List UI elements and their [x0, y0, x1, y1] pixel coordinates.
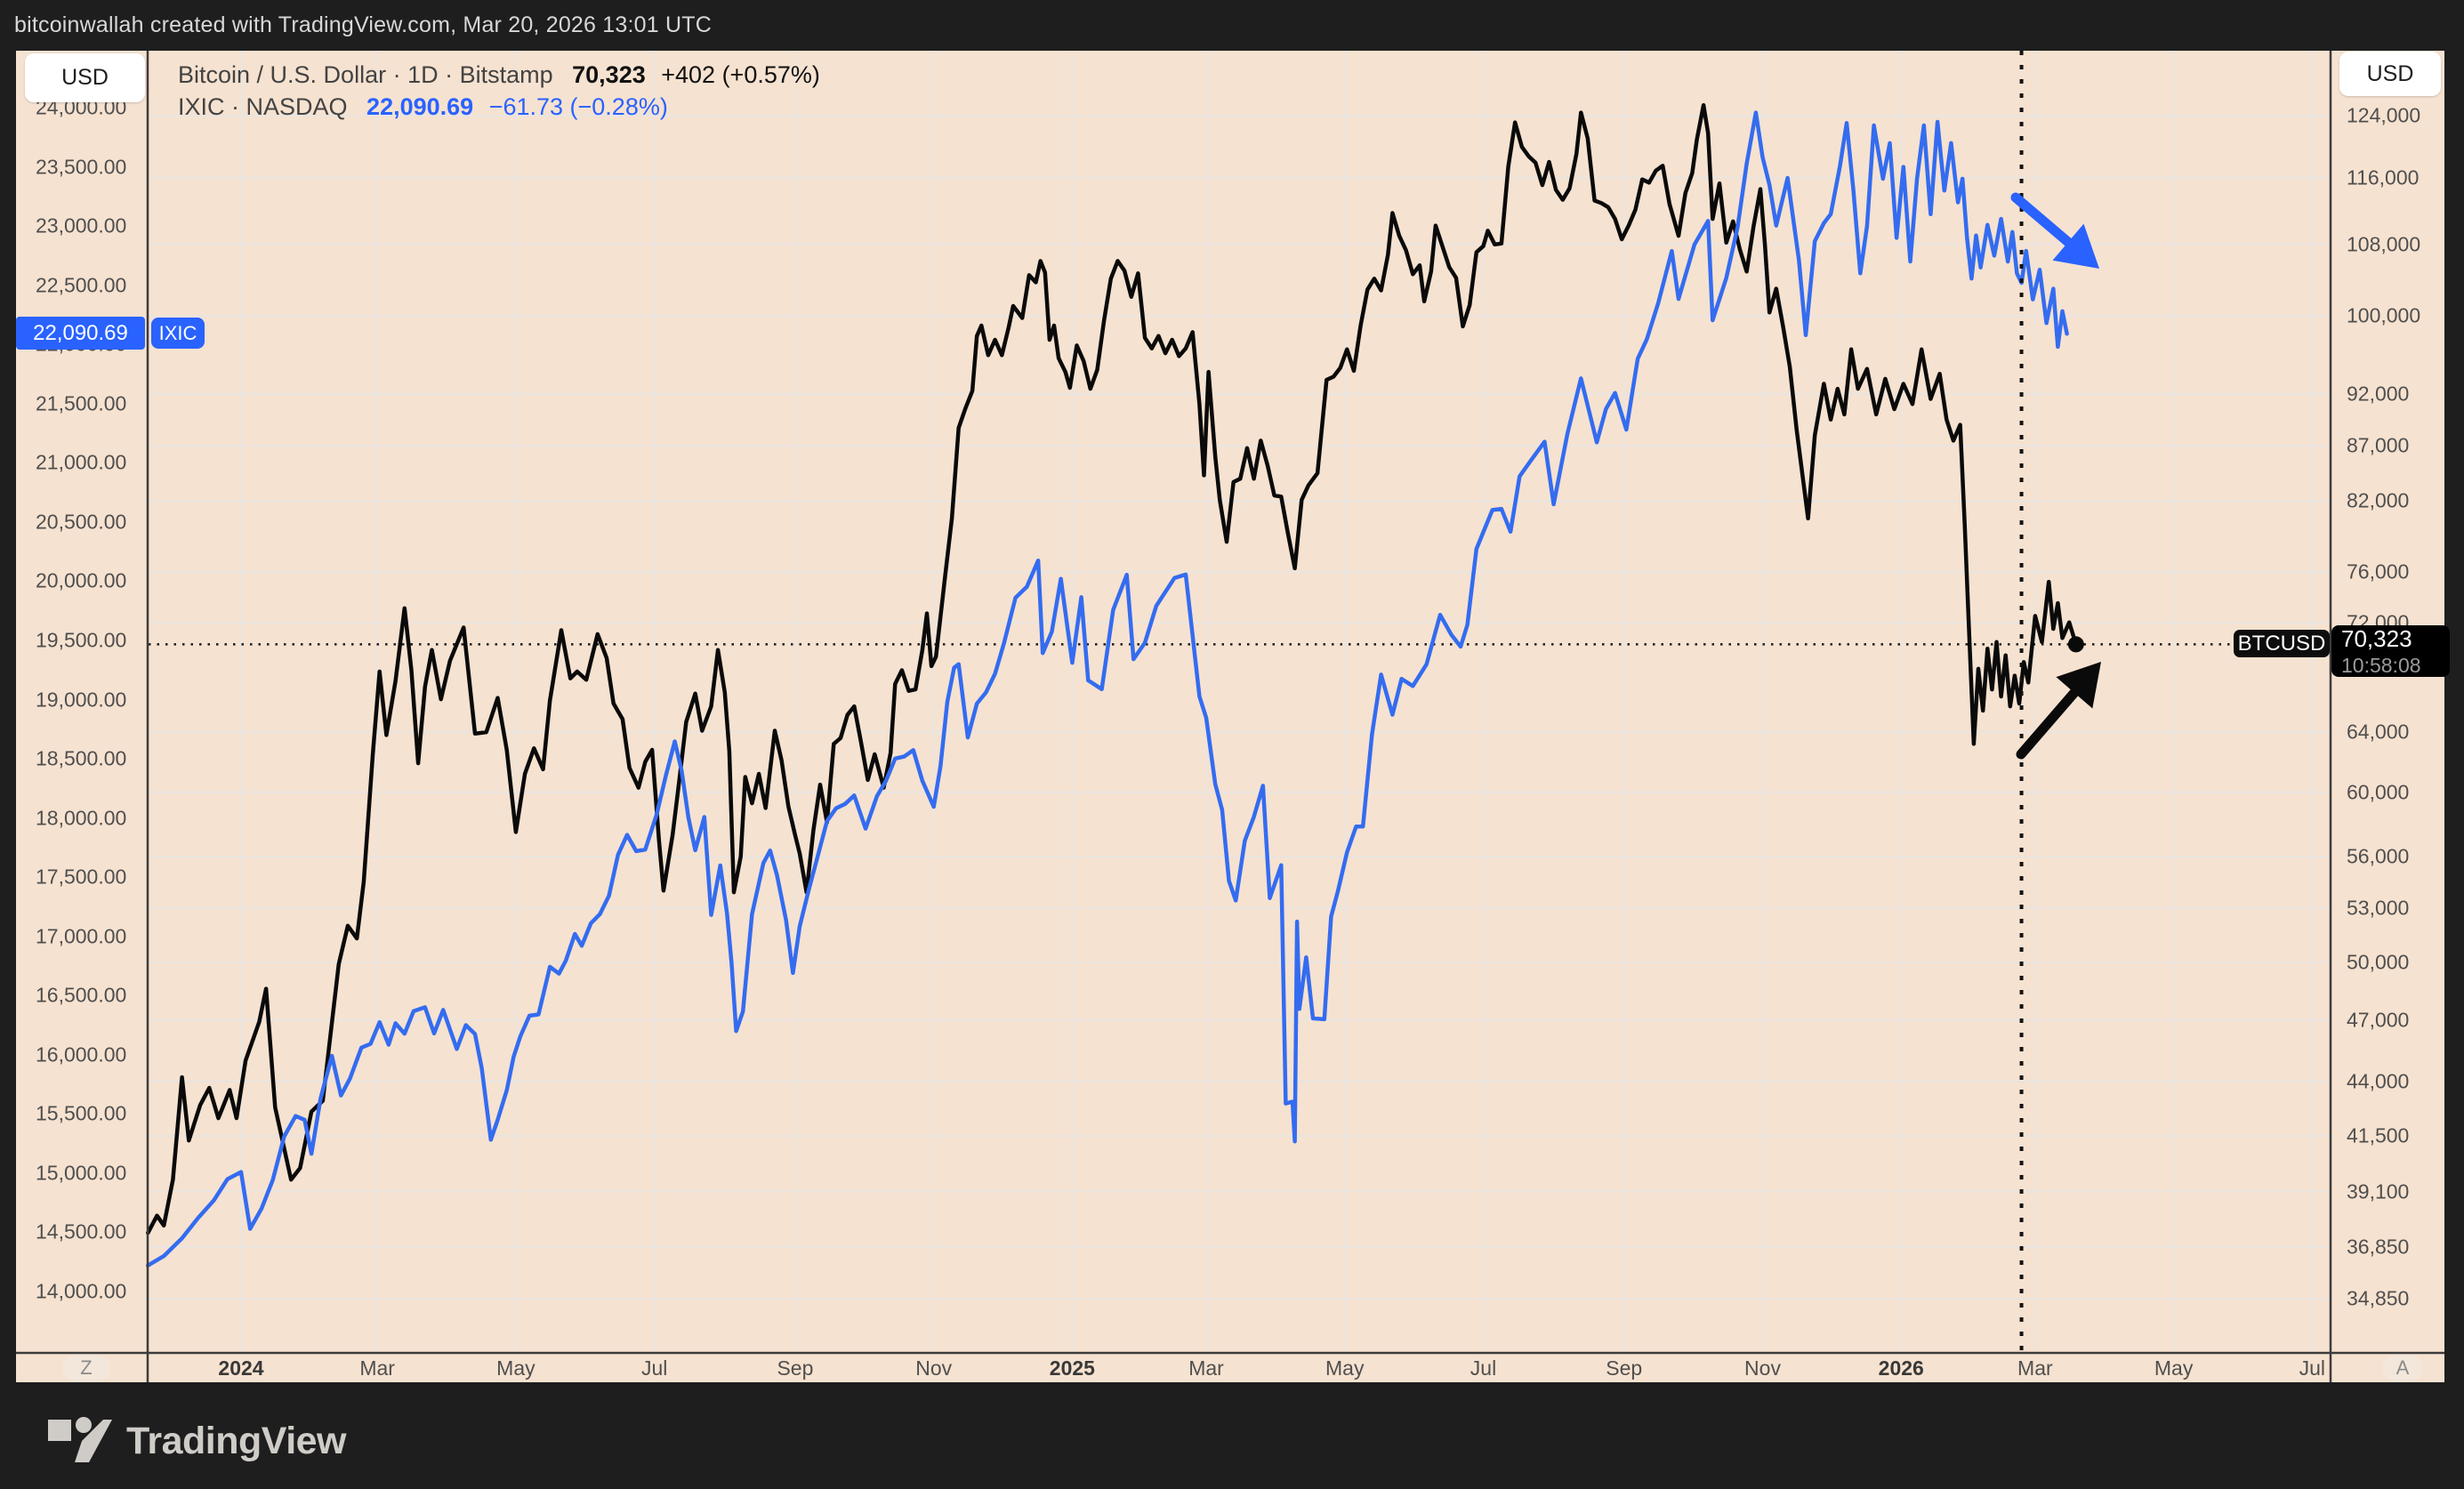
- btcusd-price-label: 70,323 10:58:08: [2331, 624, 2450, 678]
- right-axis-label: 44,000: [2347, 1069, 2410, 1093]
- legend: Bitcoin / U.S. Dollar · 1D · Bitstamp 70…: [178, 59, 820, 123]
- left-axis-label: 20,000.00: [36, 568, 127, 592]
- time-axis-label: May: [2154, 1356, 2194, 1380]
- left-axis-label: 21,000.00: [36, 450, 127, 474]
- legend-symbol-title: Bitcoin / U.S. Dollar · 1D · Bitstamp: [178, 61, 553, 88]
- legend-last-price: 70,323: [572, 61, 646, 88]
- series-line-btcusd[interactable]: [146, 102, 2079, 1235]
- left-axis-label: 15,000.00: [36, 1161, 127, 1185]
- tradingview-logo-icon: [48, 1417, 112, 1462]
- time-axis-label: 2025: [1049, 1356, 1095, 1380]
- right-axis-label: 100,000: [2347, 303, 2421, 327]
- left-axis-label: 15,500.00: [36, 1101, 127, 1125]
- time-axis-label: Jul: [1470, 1356, 1497, 1380]
- right-axis-label: 92,000: [2347, 382, 2410, 406]
- time-axis-label: Sep: [1606, 1356, 1643, 1380]
- left-axis-label: 22,500.00: [36, 273, 127, 297]
- right-axis-label: 50,000: [2347, 950, 2410, 974]
- right-axis-label: 108,000: [2347, 232, 2421, 256]
- time-axis-label: 2026: [1878, 1356, 1924, 1380]
- time-axis-label: Jul: [640, 1356, 668, 1380]
- auto-scale-button[interactable]: A: [2382, 1355, 2423, 1381]
- time-axis-label: Jul: [2299, 1356, 2326, 1380]
- series-line-ixic[interactable]: [146, 110, 2069, 1268]
- time-axis-label: Sep: [777, 1356, 814, 1380]
- time-axis-label: Mar: [1188, 1356, 1224, 1380]
- legend-change: −61.73 (−0.28%): [488, 93, 668, 120]
- left-axis-label: 19,000.00: [36, 688, 127, 711]
- right-axis-label: 53,000: [2347, 896, 2410, 920]
- legend-change: +402 (+0.57%): [661, 61, 820, 88]
- legend-last-price: 22,090.69: [366, 93, 474, 120]
- legend-symbol-title: IXIC · NASDAQ: [178, 93, 348, 120]
- btcusd-countdown-timer: 10:58:08: [2341, 653, 2421, 677]
- left-axis-label: 16,000.00: [36, 1042, 127, 1066]
- right-axis-label: 36,850: [2347, 1235, 2410, 1259]
- black-up-arrow[interactable]: [2016, 662, 2101, 760]
- attribution-text: bitcoinwallah created with TradingView.c…: [14, 12, 712, 37]
- left-axis-label: 16,500.00: [36, 983, 127, 1007]
- tradingview-wordmark: TradingView: [126, 1419, 347, 1462]
- right-axis-label: 60,000: [2347, 780, 2410, 804]
- time-axis-label: Nov: [915, 1356, 953, 1380]
- left-axis-label: 14,000.00: [36, 1279, 127, 1303]
- right-axis-label: 34,850: [2347, 1286, 2410, 1310]
- left-axis-label: 23,000.00: [36, 213, 127, 237]
- left-axis-label: 23,500.00: [36, 155, 127, 179]
- left-axis-currency-button[interactable]: USD: [25, 53, 145, 102]
- btcusd-last-price: 70,323: [2341, 624, 2412, 652]
- ixic-price-label: 22,090.69: [16, 317, 145, 350]
- left-axis-label: 17,000.00: [36, 924, 127, 948]
- legend-row-btcusd[interactable]: Bitcoin / U.S. Dollar · 1D · Bitstamp 70…: [178, 59, 820, 91]
- right-axis-label: 41,500: [2347, 1123, 2410, 1147]
- right-axis-currency-button[interactable]: USD: [2339, 52, 2441, 96]
- time-axis-label: May: [496, 1356, 535, 1380]
- time-axis-label: Mar: [359, 1356, 395, 1380]
- left-axis-label: 18,000.00: [36, 806, 127, 830]
- left-axis-label: 17,500.00: [36, 865, 127, 889]
- time-axis-label: Nov: [1744, 1356, 1781, 1380]
- right-axis-label: 82,000: [2347, 488, 2410, 512]
- time-axis-label: 2024: [218, 1356, 264, 1380]
- right-axis-label: 56,000: [2347, 844, 2410, 868]
- right-axis-label: 47,000: [2347, 1008, 2410, 1032]
- left-axis-label: 21,500.00: [36, 391, 127, 415]
- legend-row-ixic[interactable]: IXIC · NASDAQ 22,090.69 −61.73 (−0.28%): [178, 91, 820, 123]
- blue-down-arrow[interactable]: [2010, 192, 2099, 269]
- left-axis-label: 14,500.00: [36, 1219, 127, 1244]
- left-axis-label: 20,500.00: [36, 510, 127, 534]
- right-axis-label: 116,000: [2347, 165, 2420, 189]
- btc-last-point-dot: [2067, 636, 2084, 653]
- left-axis-label: 18,500.00: [36, 746, 127, 770]
- ixic-series-tag: IXIC: [151, 318, 205, 350]
- right-axis-label: 124,000: [2347, 103, 2421, 127]
- time-axis-label: May: [1325, 1356, 1365, 1380]
- right-axis-label: 39,100: [2347, 1179, 2410, 1203]
- timezone-button[interactable]: Z: [62, 1355, 110, 1381]
- right-axis-label: 87,000: [2347, 433, 2410, 457]
- left-axis-label: 19,500.00: [36, 628, 127, 652]
- time-axis-label: Mar: [2017, 1356, 2053, 1380]
- right-axis-label: 64,000: [2347, 720, 2410, 744]
- tradingview-brand: TradingView: [48, 1414, 347, 1468]
- btcusd-series-tag: BTCUSD: [2234, 630, 2330, 658]
- right-axis-label: 76,000: [2347, 559, 2410, 584]
